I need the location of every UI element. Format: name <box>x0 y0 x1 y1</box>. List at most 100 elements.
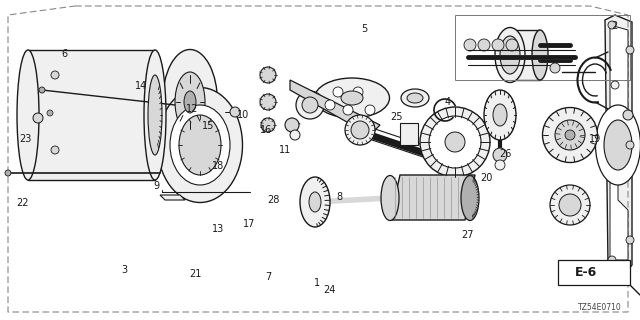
Polygon shape <box>605 15 632 280</box>
Polygon shape <box>610 25 628 260</box>
Ellipse shape <box>163 50 218 155</box>
Ellipse shape <box>604 120 632 170</box>
Text: 9: 9 <box>154 180 160 191</box>
Text: 13: 13 <box>211 224 224 234</box>
Circle shape <box>325 100 335 110</box>
Text: 1: 1 <box>314 278 320 288</box>
Ellipse shape <box>148 75 162 155</box>
Circle shape <box>493 148 507 162</box>
Text: 26: 26 <box>499 148 512 159</box>
Ellipse shape <box>175 72 205 132</box>
Text: 15: 15 <box>202 121 214 132</box>
Ellipse shape <box>420 107 490 177</box>
Circle shape <box>626 141 634 149</box>
Text: 11: 11 <box>278 145 291 156</box>
Ellipse shape <box>484 90 516 140</box>
Text: 3: 3 <box>122 265 128 276</box>
Ellipse shape <box>179 115 221 175</box>
Circle shape <box>285 118 299 132</box>
Ellipse shape <box>302 97 318 113</box>
Circle shape <box>343 105 353 115</box>
Circle shape <box>626 46 634 54</box>
Ellipse shape <box>314 78 390 118</box>
Ellipse shape <box>595 105 640 185</box>
Ellipse shape <box>345 115 375 145</box>
Polygon shape <box>290 80 380 135</box>
Ellipse shape <box>309 192 321 212</box>
Circle shape <box>51 146 59 154</box>
Text: 25: 25 <box>390 112 403 122</box>
Ellipse shape <box>407 93 423 103</box>
Ellipse shape <box>461 175 479 220</box>
Bar <box>400 123 418 145</box>
Text: 22: 22 <box>16 198 29 208</box>
Ellipse shape <box>401 89 429 107</box>
Text: 4: 4 <box>445 97 451 108</box>
Circle shape <box>230 107 240 117</box>
Ellipse shape <box>550 185 590 225</box>
Circle shape <box>478 39 490 51</box>
Ellipse shape <box>500 36 520 74</box>
Circle shape <box>261 118 275 132</box>
Circle shape <box>608 256 616 264</box>
Text: 16: 16 <box>260 124 273 135</box>
Ellipse shape <box>559 194 581 216</box>
Circle shape <box>365 105 375 115</box>
Text: 27: 27 <box>461 230 474 240</box>
Ellipse shape <box>300 177 330 227</box>
Polygon shape <box>28 50 155 180</box>
Text: 19: 19 <box>589 134 602 144</box>
Text: 18: 18 <box>211 161 224 172</box>
Circle shape <box>39 87 45 93</box>
Text: 24: 24 <box>323 284 336 295</box>
Circle shape <box>260 67 276 83</box>
Ellipse shape <box>429 116 481 168</box>
Ellipse shape <box>555 120 585 150</box>
Ellipse shape <box>144 50 166 180</box>
Ellipse shape <box>341 91 363 105</box>
Polygon shape <box>510 30 540 80</box>
Text: 8: 8 <box>336 192 342 202</box>
Ellipse shape <box>351 121 369 139</box>
Text: 17: 17 <box>243 219 256 229</box>
Ellipse shape <box>170 105 230 185</box>
Circle shape <box>608 21 616 29</box>
Text: E-6: E-6 <box>575 266 597 278</box>
Text: 6: 6 <box>61 49 67 60</box>
Ellipse shape <box>381 175 399 220</box>
Text: 21: 21 <box>189 268 202 279</box>
Ellipse shape <box>296 91 324 119</box>
Ellipse shape <box>532 30 548 80</box>
Circle shape <box>353 87 363 97</box>
Circle shape <box>492 39 504 51</box>
Circle shape <box>260 94 276 110</box>
Ellipse shape <box>493 104 507 126</box>
Text: TZ54E0710: TZ54E0710 <box>578 303 622 313</box>
Circle shape <box>47 110 53 116</box>
Bar <box>558 260 630 285</box>
Ellipse shape <box>184 91 196 113</box>
Text: 23: 23 <box>19 134 32 144</box>
Polygon shape <box>390 175 475 220</box>
Text: 14: 14 <box>134 81 147 92</box>
Text: 10: 10 <box>237 110 250 120</box>
Text: 12: 12 <box>186 104 198 114</box>
Ellipse shape <box>17 50 39 180</box>
Ellipse shape <box>157 87 243 203</box>
Circle shape <box>33 113 43 123</box>
Polygon shape <box>160 195 185 200</box>
Circle shape <box>626 236 634 244</box>
Circle shape <box>550 63 560 73</box>
Circle shape <box>623 110 633 120</box>
Bar <box>455 15 630 80</box>
Ellipse shape <box>445 132 465 152</box>
Text: 7: 7 <box>266 272 272 282</box>
Circle shape <box>333 87 343 97</box>
Circle shape <box>5 170 11 176</box>
Circle shape <box>495 160 505 170</box>
Ellipse shape <box>543 108 598 163</box>
Ellipse shape <box>565 130 575 140</box>
Circle shape <box>51 71 59 79</box>
Ellipse shape <box>495 28 525 83</box>
Circle shape <box>464 39 476 51</box>
